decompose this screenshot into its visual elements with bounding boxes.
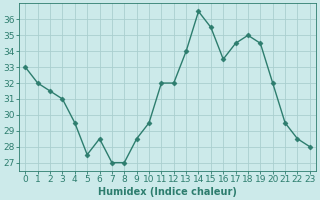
- X-axis label: Humidex (Indice chaleur): Humidex (Indice chaleur): [98, 187, 237, 197]
